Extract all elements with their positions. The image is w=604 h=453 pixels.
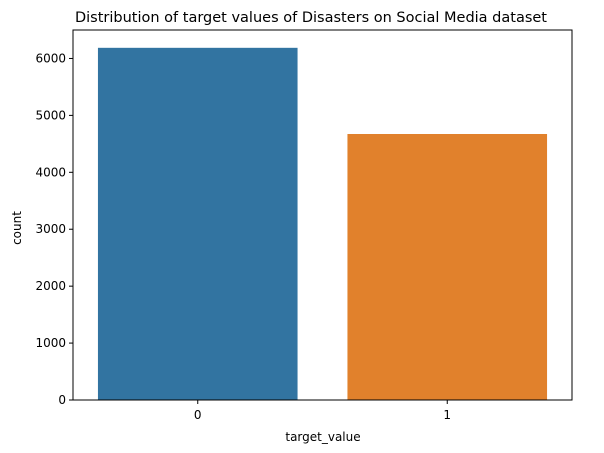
x-axis-label: target_value	[285, 430, 360, 444]
chart-title: Distribution of target values of Disaste…	[75, 10, 547, 26]
bar-0	[97, 47, 298, 400]
bar-1	[347, 133, 548, 400]
y-tick-label: 4000	[35, 165, 66, 179]
y-ticks-group: 0 1000 2000 3000 4000 5000 6000	[35, 51, 73, 407]
x-tick-label: 1	[443, 408, 451, 422]
bars-group	[97, 47, 548, 400]
y-tick-label: 2000	[35, 279, 66, 293]
y-tick-label: 1000	[35, 336, 66, 350]
x-tick-label: 0	[194, 408, 202, 422]
plot-frame	[72, 29, 573, 401]
y-axis-label: count	[10, 211, 24, 245]
y-tick-label: 0	[58, 393, 66, 407]
y-tick-label: 5000	[35, 108, 66, 122]
y-tick-label: 6000	[35, 51, 66, 65]
y-tick-label: 3000	[35, 222, 66, 236]
